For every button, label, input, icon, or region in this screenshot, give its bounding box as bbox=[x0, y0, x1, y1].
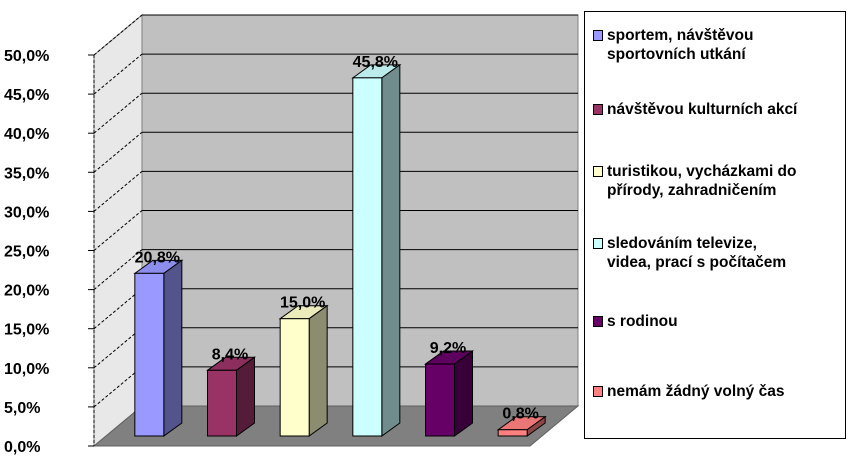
legend-swatch bbox=[593, 238, 603, 249]
legend-swatch bbox=[593, 166, 603, 177]
bar-front bbox=[279, 318, 310, 437]
legend-item: s rodinou bbox=[593, 312, 843, 331]
bar-side bbox=[308, 304, 328, 437]
legend-swatch bbox=[593, 316, 603, 327]
bar bbox=[423, 350, 475, 437]
data-label: 15,0% bbox=[280, 295, 325, 312]
y-tick-label: 10,0% bbox=[4, 361, 49, 378]
data-label: 20,8% bbox=[135, 249, 180, 266]
bar-side bbox=[236, 356, 255, 437]
gridline-side bbox=[93, 53, 143, 95]
bar-side bbox=[381, 63, 401, 437]
legend-item: turistikou, vycházkami do přírody, zahra… bbox=[593, 162, 843, 200]
bar-front bbox=[207, 369, 237, 437]
legend-label: sportem, návštěvou sportovních utkání bbox=[607, 27, 754, 63]
gridline-side bbox=[93, 171, 143, 212]
data-label: 9,2% bbox=[430, 340, 466, 357]
gridline-side bbox=[93, 249, 143, 290]
y-tick-label: 35,0% bbox=[4, 165, 49, 182]
legend-item: návštěvou kulturních akcí bbox=[593, 100, 843, 119]
legend-item: nemám žádný volný čas bbox=[593, 382, 843, 401]
bar-front bbox=[352, 77, 383, 437]
y-tick-label: 40,0% bbox=[4, 126, 49, 143]
legend-swatch bbox=[593, 104, 603, 115]
y-tick-label: 0,0% bbox=[4, 439, 40, 456]
bar bbox=[496, 415, 547, 437]
data-label: 8,4% bbox=[212, 346, 248, 363]
bar bbox=[278, 304, 329, 437]
y-tick-label: 30,0% bbox=[4, 204, 49, 221]
legend-swatch bbox=[593, 30, 603, 41]
chart-legend: sportem, návštěvou sportovních utkání náv… bbox=[584, 11, 846, 439]
gridline-side bbox=[93, 14, 143, 56]
bar-side bbox=[454, 350, 473, 437]
gridline-side bbox=[93, 327, 143, 369]
gridline-side bbox=[93, 288, 143, 330]
legend-label: s rodinou bbox=[607, 313, 678, 330]
y-tick-label: 50,0% bbox=[4, 48, 49, 65]
bar bbox=[133, 259, 184, 437]
y-tick-label: 20,0% bbox=[4, 283, 49, 300]
bar-front bbox=[425, 363, 455, 437]
y-tick-label: 45,0% bbox=[4, 87, 49, 104]
gridline-side bbox=[93, 131, 143, 173]
bar bbox=[351, 63, 402, 437]
legend-label: turistikou, vycházkami do přírody, zahra… bbox=[607, 163, 797, 199]
bar bbox=[205, 356, 257, 437]
data-label: 0,8% bbox=[502, 406, 538, 423]
data-label: 45,8% bbox=[353, 54, 398, 71]
legend-label: sledováním televize, videa, prací s počí… bbox=[607, 235, 787, 271]
gridline-side bbox=[93, 210, 143, 251]
legend-swatch bbox=[593, 386, 603, 397]
gridline-side bbox=[93, 366, 143, 408]
gridline-side bbox=[93, 92, 143, 134]
bar-front bbox=[134, 272, 165, 437]
legend-label: nemám žádný volný čas bbox=[607, 383, 785, 400]
legend-item: sportem, návštěvou sportovních utkání bbox=[593, 26, 843, 64]
bar-side bbox=[163, 259, 183, 437]
bar-front bbox=[497, 429, 528, 437]
legend-label: návštěvou kulturních akcí bbox=[607, 101, 798, 118]
legend-item: sledováním televize, videa, prací s počí… bbox=[593, 234, 843, 272]
y-tick-label: 15,0% bbox=[4, 322, 49, 339]
y-tick-label: 5,0% bbox=[4, 400, 40, 417]
y-tick-label: 25,0% bbox=[4, 244, 49, 261]
